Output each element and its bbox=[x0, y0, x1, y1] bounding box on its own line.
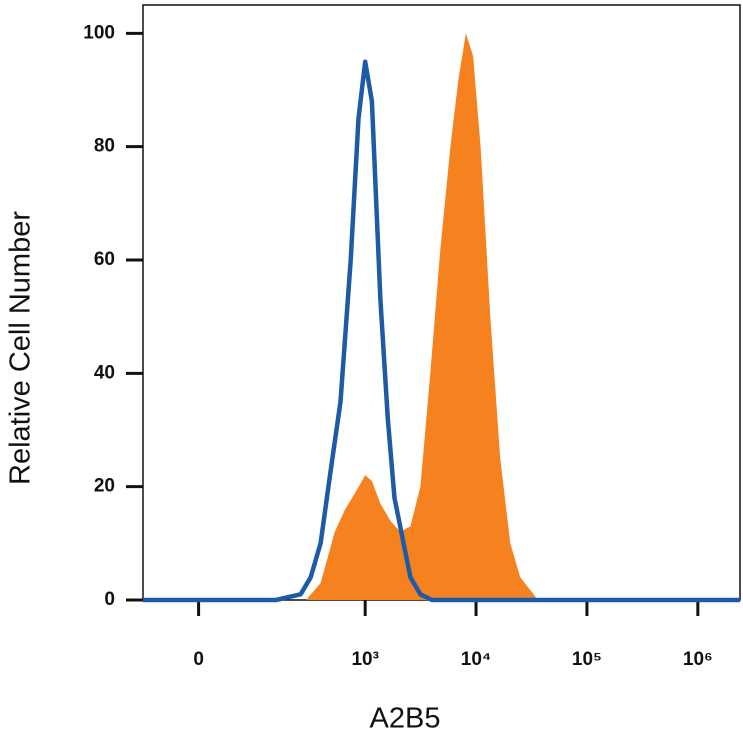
y-tick-label: 20 bbox=[94, 476, 115, 497]
x-tick-label: 10⁴ bbox=[461, 649, 492, 670]
y-tick-label: 40 bbox=[94, 362, 115, 383]
x-axis-label: A2B5 bbox=[370, 703, 441, 735]
y-tick-label: 60 bbox=[94, 249, 115, 270]
x-tick-label: 10³ bbox=[351, 649, 378, 670]
x-tick-label: 10⁵ bbox=[572, 649, 602, 670]
y-tick-label: 100 bbox=[83, 22, 115, 43]
x-tick-label: 0 bbox=[193, 649, 204, 670]
histogram-area bbox=[306, 33, 538, 601]
y-tick-label: 80 bbox=[94, 136, 115, 157]
x-tick-label: 10⁶ bbox=[683, 649, 713, 670]
y-tick-label: 0 bbox=[104, 589, 115, 610]
histogram-line bbox=[143, 59, 740, 603]
y-axis-label: Relative Cell Number bbox=[5, 211, 37, 485]
